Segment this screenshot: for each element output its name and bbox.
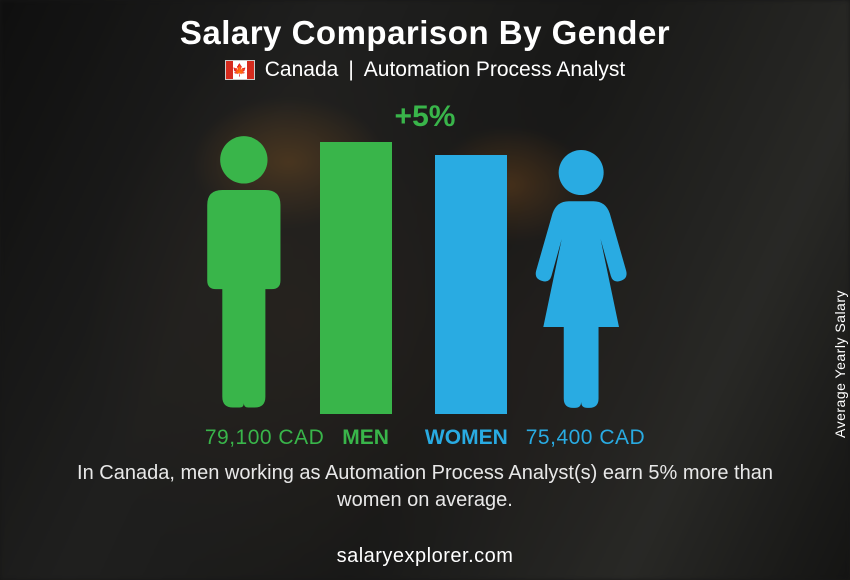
men-salary-value: 79,100 CAD <box>205 426 324 450</box>
separator: | <box>348 58 353 82</box>
subtitle-row: 🍁 Canada | Automation Process Analyst <box>0 58 850 82</box>
country-label: Canada <box>265 58 339 82</box>
women-label: WOMEN <box>425 426 508 450</box>
person-male-svg <box>190 134 298 414</box>
canada-flag-icon: 🍁 <box>225 60 255 80</box>
page-title: Salary Comparison By Gender <box>0 0 850 52</box>
person-female-svg <box>530 148 632 414</box>
y-axis-label: Average Yearly Salary <box>832 290 848 438</box>
chart-area: +5% 79,100 CAD MEN WOMEN 75,400 CAD <box>0 100 850 450</box>
women-salary-value: 75,400 CAD <box>526 426 645 450</box>
men-label: MEN <box>342 426 389 450</box>
job-title-label: Automation Process Analyst <box>364 58 625 82</box>
delta-badge: +5% <box>395 100 456 134</box>
footer-site: salaryexplorer.com <box>0 545 850 568</box>
labels-row: 79,100 CAD MEN WOMEN 75,400 CAD <box>0 426 850 450</box>
maple-leaf-icon: 🍁 <box>232 64 247 76</box>
content-root: Salary Comparison By Gender 🍁 Canada | A… <box>0 0 850 580</box>
women-bar <box>435 155 507 414</box>
men-bar <box>320 142 392 414</box>
female-figure-icon <box>530 148 632 414</box>
description-text: In Canada, men working as Automation Pro… <box>50 460 800 514</box>
male-figure-icon <box>190 134 298 414</box>
